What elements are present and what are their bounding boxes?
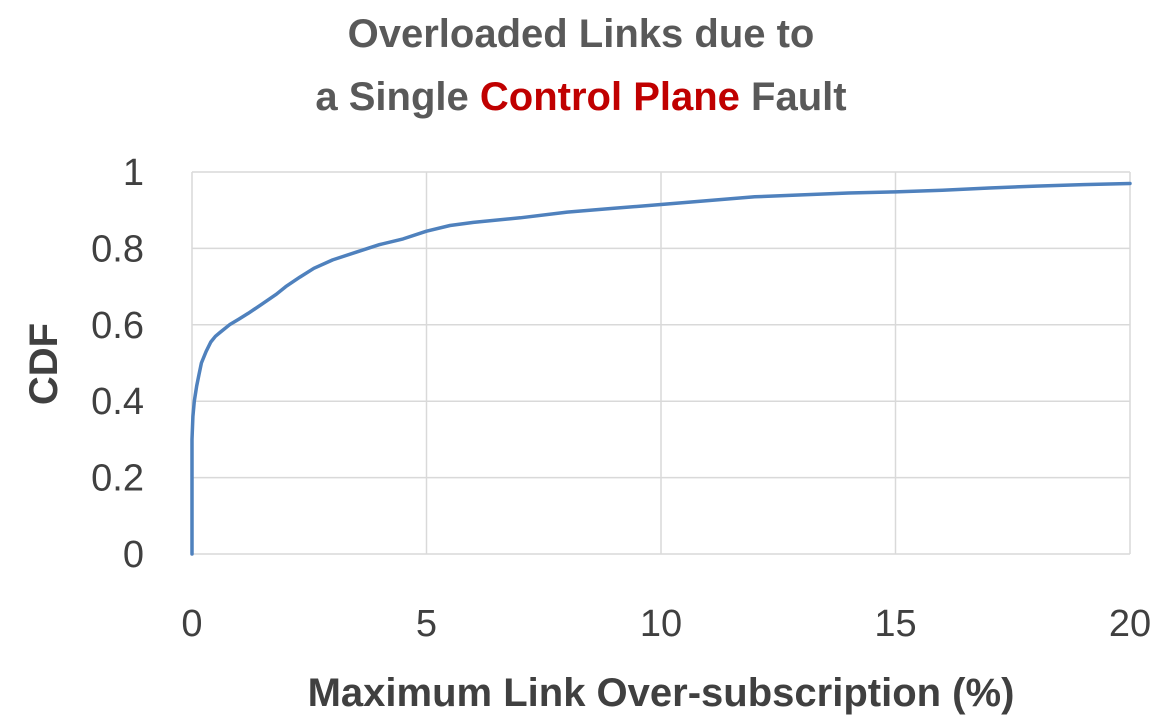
chart-title-line2: a Single Control Plane Fault	[0, 67, 1162, 127]
y-tick-label: 1	[123, 152, 144, 194]
chart-title-highlight: Control Plane	[479, 75, 740, 119]
y-axis-title: CDF	[22, 323, 66, 405]
grid-lines	[191, 171, 1131, 555]
x-axis-title: Maximum Link Over-subscription (%)	[308, 671, 1015, 715]
series-group	[190, 181, 1132, 556]
cdf-series-line	[190, 181, 1132, 556]
y-tick-label: 0	[123, 534, 144, 576]
chart-title-prefix: a Single	[315, 75, 480, 119]
x-tick-label: 5	[416, 603, 437, 645]
y-tick-label: 0.8	[91, 228, 144, 270]
x-tick-label: 0	[181, 603, 202, 645]
y-tick-label: 0.6	[91, 305, 144, 347]
x-tick-label: 15	[874, 603, 916, 645]
y-tick-label: 0.4	[91, 381, 144, 423]
chart-title-suffix: Fault	[739, 75, 847, 119]
x-tick-label: 20	[1109, 603, 1151, 645]
x-tick-label: 10	[640, 603, 682, 645]
chart-title-line1: Overloaded Links due to	[347, 12, 815, 56]
y-tick-label: 0.2	[91, 458, 144, 500]
tick-labels: 00.20.40.60.810 5 10 15 20	[91, 152, 1151, 645]
